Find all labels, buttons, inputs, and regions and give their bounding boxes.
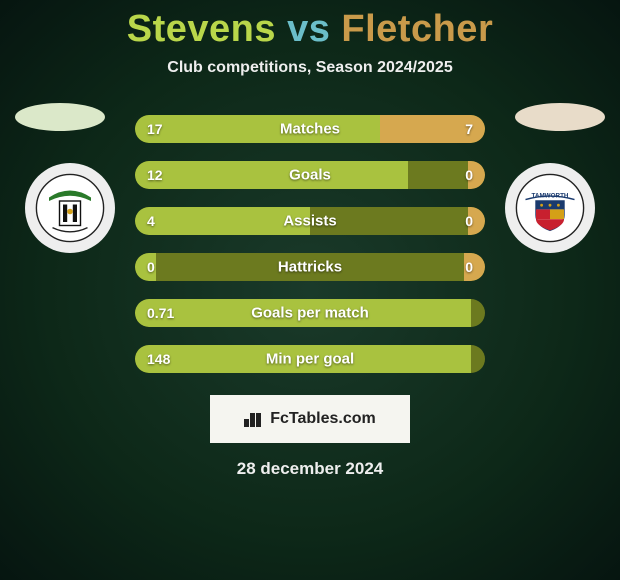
subtitle: Club competitions, Season 2024/2025 — [0, 59, 620, 77]
stat-row: 0.71 Goals per match — [135, 299, 485, 327]
svg-text:TAMWORTH: TAMWORTH — [532, 193, 569, 200]
stat-row: 4 0 Assists — [135, 207, 485, 235]
stat-value-left: 17 — [147, 121, 163, 137]
stat-label: Min per goal — [266, 351, 354, 368]
stat-seg-left — [135, 161, 408, 189]
stat-value-left: 0.71 — [147, 305, 174, 321]
ellipse-right — [515, 103, 605, 131]
title: Stevens vs Fletcher — [0, 0, 620, 51]
tamworth-icon: TAMWORTH — [515, 173, 585, 243]
stat-row: 17 7 Matches — [135, 115, 485, 143]
club-crest-right: TAMWORTH — [505, 163, 595, 253]
stat-row: 0 0 Hattricks — [135, 253, 485, 281]
stat-label: Assists — [283, 213, 336, 230]
solihull-moors-icon — [35, 173, 105, 243]
stat-value-left: 4 — [147, 213, 155, 229]
stat-row: 148 Min per goal — [135, 345, 485, 373]
footer-brand: FcTables.com — [270, 410, 376, 428]
date-text: 28 december 2024 — [0, 459, 620, 479]
stat-row: 12 0 Goals — [135, 161, 485, 189]
stat-value-right: 7 — [465, 121, 473, 137]
comparison-content: TAMWORTH 17 7 Matches 12 0 Goals 4 0 Assists 0 0 Ha… — [0, 95, 620, 479]
ellipse-left — [15, 103, 105, 131]
stat-value-right: 0 — [465, 259, 473, 275]
bar-chart-icon — [244, 411, 264, 427]
stat-value-left: 12 — [147, 167, 163, 183]
stat-label: Matches — [280, 121, 340, 138]
stat-value-right: 0 — [465, 167, 473, 183]
club-crest-left — [25, 163, 115, 253]
fctables-badge: FcTables.com — [210, 395, 410, 443]
stat-value-right: 0 — [465, 213, 473, 229]
stat-value-left: 148 — [147, 351, 170, 367]
stat-value-left: 0 — [147, 259, 155, 275]
stat-label: Hattricks — [278, 259, 342, 276]
stat-label: Goals — [289, 167, 331, 184]
title-player2: Fletcher — [341, 8, 493, 50]
title-player1: Stevens — [127, 8, 276, 50]
title-vs: vs — [287, 8, 330, 50]
stat-seg-left — [135, 115, 380, 143]
stats-bars: 17 7 Matches 12 0 Goals 4 0 Assists 0 0 Hattricks 0.… — [135, 95, 485, 373]
stat-label: Goals per match — [251, 305, 369, 322]
